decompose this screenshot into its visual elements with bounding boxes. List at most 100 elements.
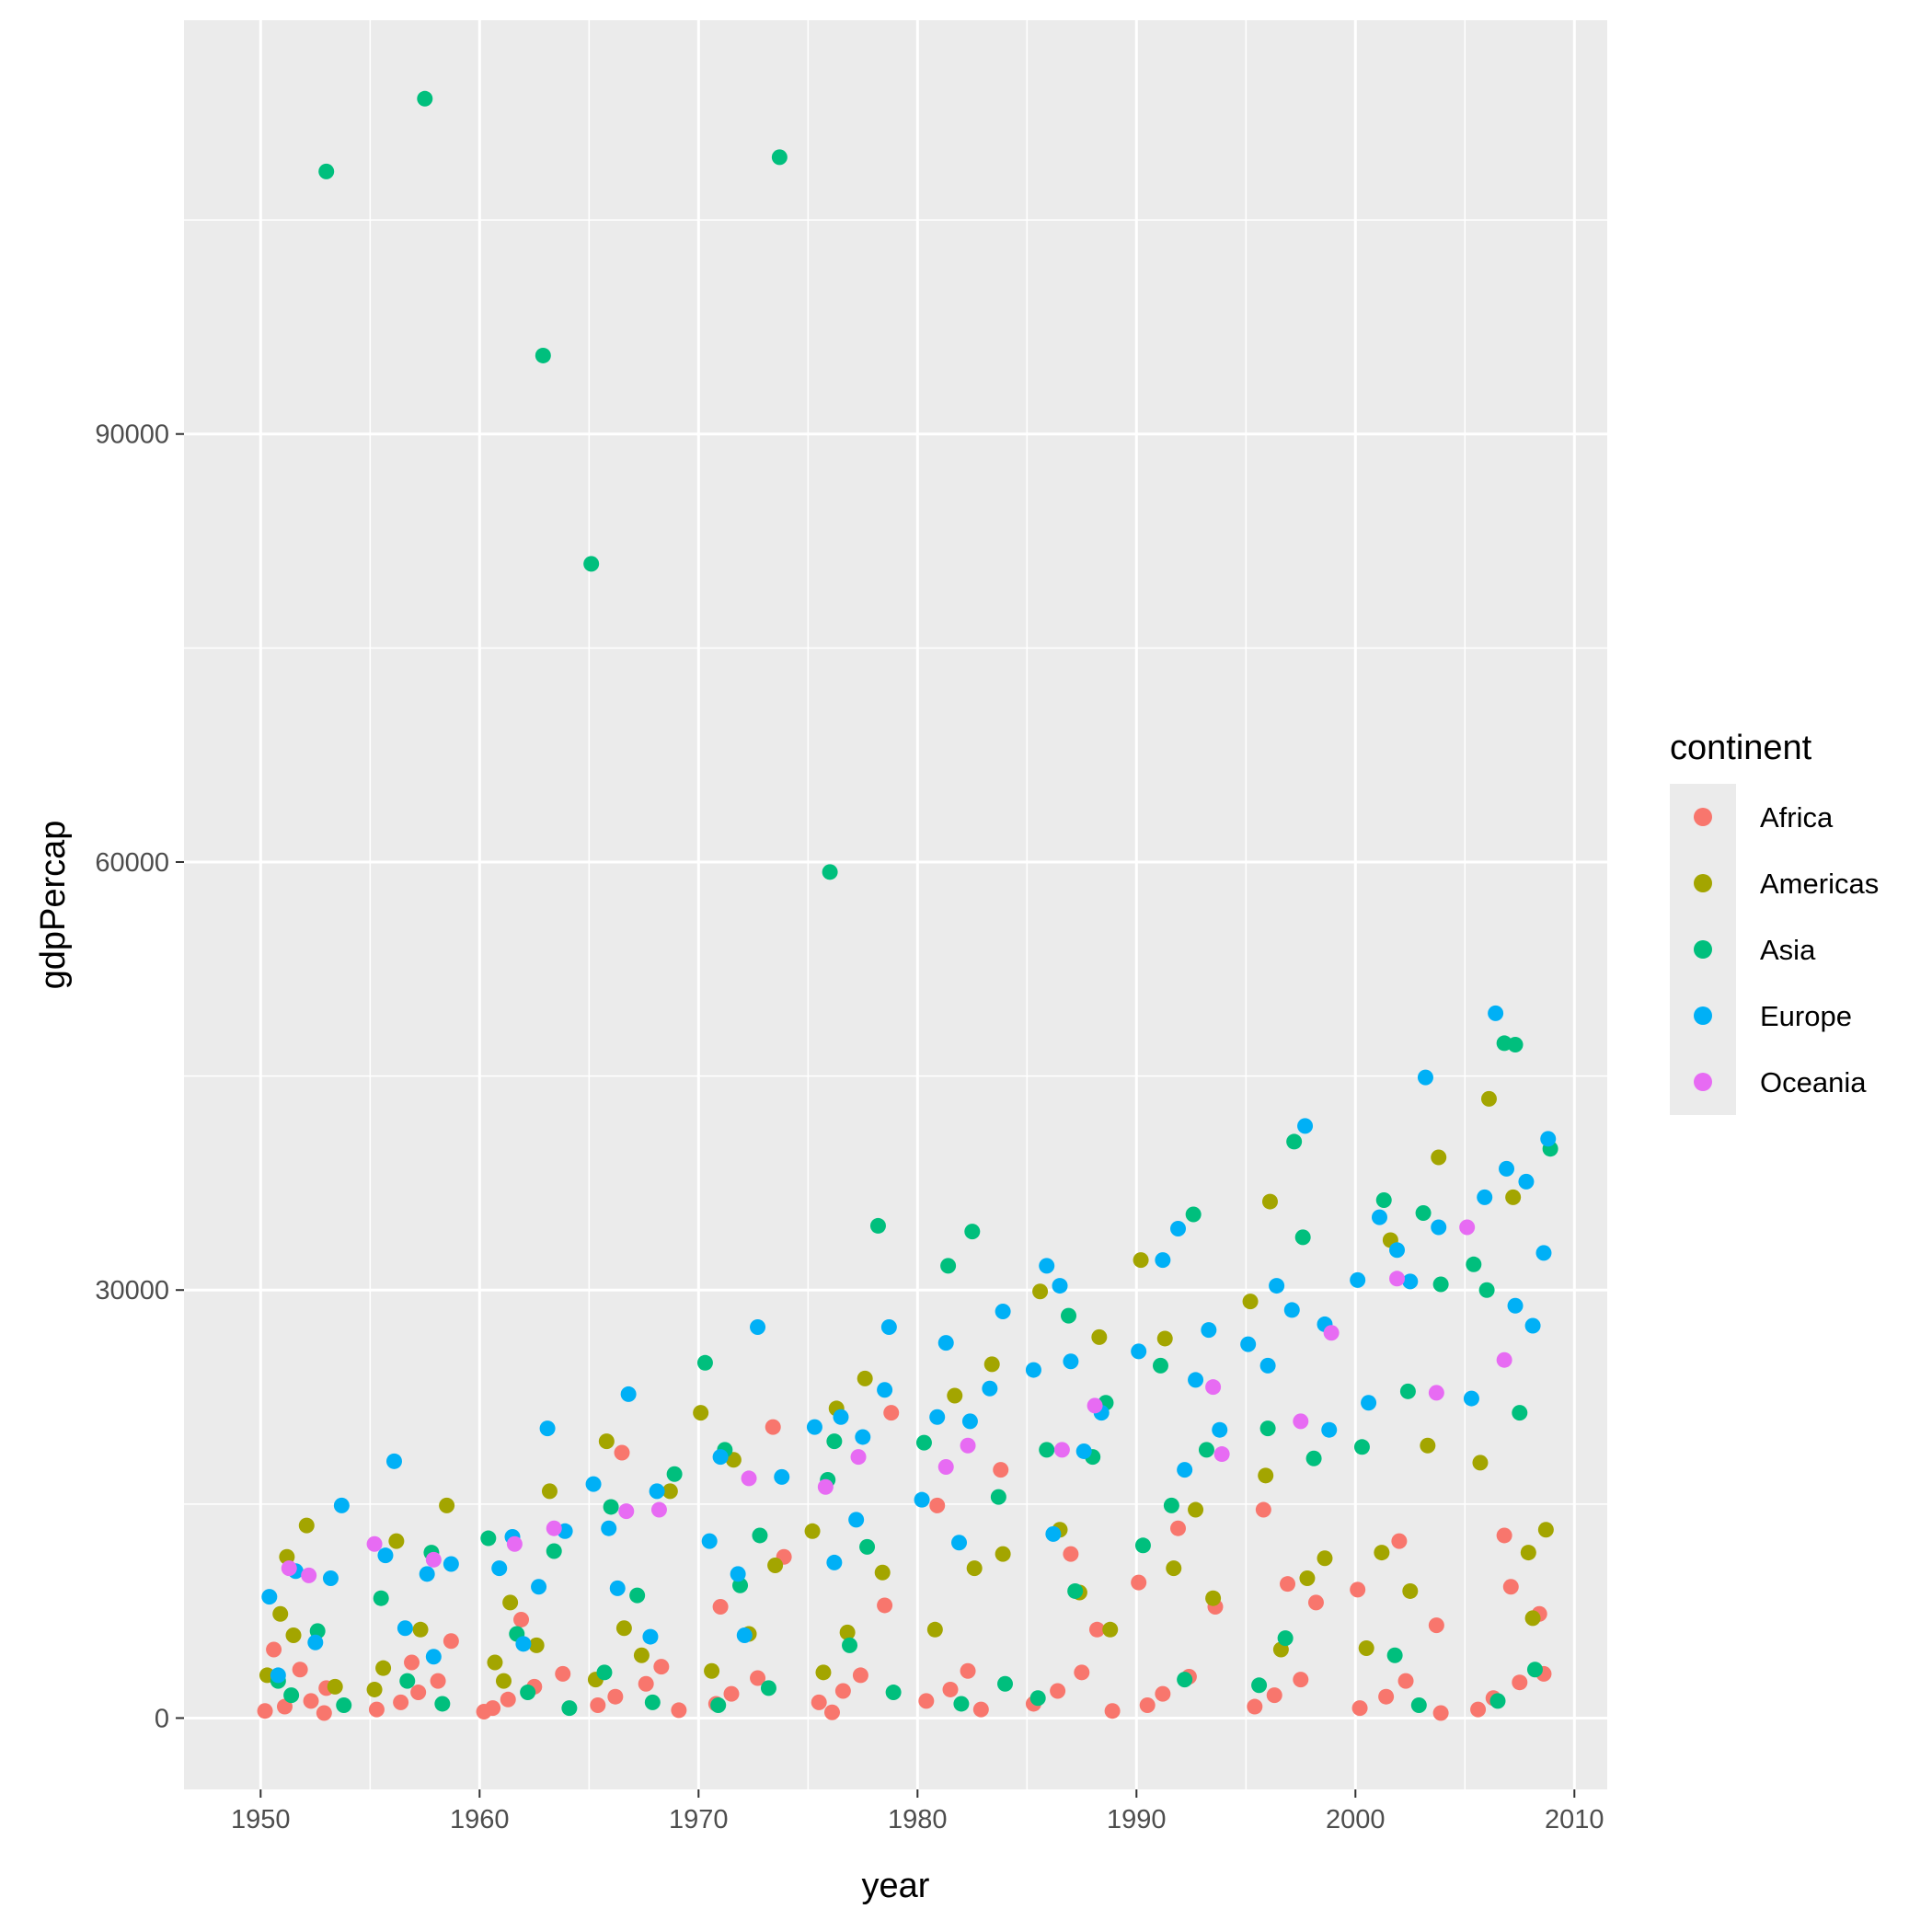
data-point — [997, 1675, 1013, 1692]
data-point — [1305, 1450, 1322, 1466]
data-point — [301, 1567, 317, 1583]
data-point — [487, 1654, 503, 1671]
data-point — [1259, 1420, 1276, 1437]
data-point — [874, 1564, 891, 1581]
data-point — [1067, 1582, 1084, 1599]
data-point — [1166, 1560, 1182, 1577]
data-point — [806, 1419, 822, 1435]
data-point — [1259, 1357, 1276, 1374]
x-tick-label: 1980 — [888, 1805, 948, 1834]
data-points — [257, 90, 1558, 1721]
data-point — [1063, 1546, 1079, 1562]
y-tick-label: 60000 — [95, 848, 169, 878]
data-point — [704, 1662, 720, 1679]
data-point — [960, 1662, 976, 1679]
data-point — [765, 1419, 781, 1435]
data-point — [1091, 1328, 1108, 1345]
data-point — [1087, 1397, 1103, 1414]
x-tick-label: 2010 — [1545, 1805, 1604, 1834]
data-point — [333, 1497, 350, 1513]
legend-item-africa: Africa — [1694, 801, 1834, 834]
data-point — [1432, 1276, 1449, 1293]
data-point — [834, 1683, 851, 1699]
data-point — [1131, 1574, 1147, 1591]
data-point — [1293, 1413, 1309, 1430]
data-point — [596, 1664, 613, 1681]
data-point — [848, 1512, 865, 1528]
data-point — [1156, 1330, 1173, 1347]
data-point — [730, 1566, 746, 1582]
legend-label: Oceania — [1760, 1066, 1867, 1098]
data-point — [1524, 1610, 1541, 1627]
data-point — [774, 1468, 790, 1485]
data-point — [281, 1560, 297, 1577]
data-point — [826, 1433, 843, 1450]
data-point — [502, 1594, 519, 1611]
data-point — [1032, 1283, 1049, 1300]
data-point — [404, 1654, 420, 1671]
data-point — [1104, 1703, 1121, 1719]
data-point — [1470, 1701, 1487, 1718]
data-point — [298, 1517, 315, 1534]
data-point — [1277, 1630, 1294, 1647]
data-point — [1399, 1383, 1416, 1399]
data-point — [375, 1660, 392, 1676]
data-point — [1323, 1325, 1340, 1341]
data-point — [1502, 1579, 1519, 1595]
data-point — [1075, 1443, 1092, 1459]
data-point — [603, 1499, 619, 1515]
data-point — [937, 1459, 954, 1476]
data-point — [671, 1702, 687, 1719]
data-point — [833, 1409, 849, 1425]
data-point — [1240, 1336, 1257, 1352]
data-point — [1317, 1550, 1333, 1567]
data-point — [842, 1637, 858, 1653]
data-point — [877, 1597, 893, 1614]
data-point — [1391, 1533, 1408, 1549]
data-point — [261, 1589, 278, 1605]
data-point — [1375, 1192, 1392, 1209]
data-point — [826, 1554, 843, 1570]
data-point — [266, 1641, 282, 1658]
data-point — [929, 1409, 946, 1425]
data-point — [993, 1462, 1009, 1478]
data-point — [1258, 1467, 1274, 1484]
data-point — [1389, 1271, 1406, 1287]
data-point — [555, 1665, 571, 1682]
data-point — [535, 347, 551, 363]
data-point — [760, 1680, 776, 1696]
data-point — [520, 1685, 536, 1701]
data-point — [1299, 1570, 1316, 1586]
data-point — [434, 1696, 451, 1712]
legend-item-oceania: Oceania — [1694, 1066, 1867, 1098]
data-point — [817, 1478, 834, 1495]
series-americas — [259, 1090, 1554, 1697]
data-point — [1512, 1674, 1528, 1691]
data-point — [1139, 1697, 1156, 1714]
data-point — [1029, 1690, 1046, 1707]
data-point — [1505, 1189, 1522, 1205]
data-point — [961, 1413, 978, 1430]
data-point — [388, 1533, 405, 1549]
data-point — [1177, 1672, 1193, 1688]
data-point — [1266, 1687, 1282, 1704]
data-point — [1353, 1439, 1370, 1455]
data-point — [1466, 1256, 1482, 1272]
data-point — [815, 1664, 832, 1681]
data-point — [1431, 1149, 1447, 1166]
data-point — [419, 1566, 435, 1582]
data-point — [585, 1476, 602, 1492]
data-point — [929, 1497, 946, 1513]
data-point — [964, 1224, 981, 1240]
data-point — [1488, 1005, 1504, 1021]
data-point — [1205, 1379, 1222, 1396]
data-point — [822, 864, 838, 880]
data-point — [1507, 1297, 1524, 1314]
series-africa — [257, 1405, 1552, 1721]
data-point — [741, 1470, 757, 1487]
data-point — [883, 1405, 900, 1421]
data-point — [1155, 1685, 1171, 1702]
data-point — [642, 1628, 659, 1645]
data-point — [443, 1556, 459, 1572]
data-point — [1025, 1362, 1041, 1378]
